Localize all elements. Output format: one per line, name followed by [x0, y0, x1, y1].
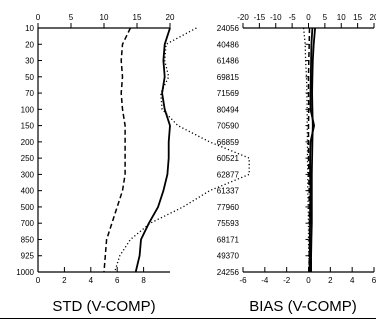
std-category-label: 30 [25, 57, 34, 66]
std-category-label: 20 [25, 40, 34, 49]
bias-bottom-tick-label: 2 [328, 276, 333, 285]
bias-top-tick-label: -15 [254, 13, 266, 22]
std-category-label: 1000 [16, 268, 34, 277]
bias-bottom-tick-label: -4 [261, 276, 269, 285]
bias-category-label: 24256 [217, 268, 240, 277]
bias-series-group [302, 27, 316, 273]
std-category-label: 50 [25, 73, 34, 82]
std-category-label: 150 [21, 122, 35, 131]
bias-category-label: 69815 [217, 73, 240, 82]
std-bottom-tick-label: 8 [141, 276, 146, 285]
std-category-label: 100 [21, 105, 35, 114]
std-top-ticks: 0 5 10 15 20 [36, 13, 175, 28]
bias-bottom-tick-label: 0 [306, 276, 311, 285]
bias-category-label: 77960 [217, 203, 240, 212]
bias-series-solid-0 [310, 27, 316, 272]
bottom-rule [0, 318, 376, 319]
bias-top-tick-label: 10 [337, 13, 346, 22]
bias-axis-title: BIAS (V-COMP) [249, 298, 357, 315]
std-category-label: 850 [21, 235, 35, 244]
bias-top-tick-label: -10 [270, 13, 282, 22]
bias-bottom-tick-label: 4 [350, 276, 355, 285]
std-category-label: 925 [21, 252, 35, 261]
bias-top-ticks: -20 -15 -10 -5 0 5 10 15 20 [237, 13, 376, 28]
bias-category-label: 61337 [217, 187, 240, 196]
bias-series-dotted-3 [302, 27, 310, 273]
std-category-label: 400 [21, 187, 35, 196]
bias-top-tick-label: 0 [306, 13, 311, 22]
bias-top-tick-label: -5 [289, 13, 297, 22]
std-top-tick-label: 0 [36, 13, 41, 22]
bias-count-ticks: 24056 40486 61486 69815 71569 80494 70590 66859… [217, 24, 309, 277]
std-series-group [103, 27, 250, 273]
std-category-label: 10 [25, 24, 34, 33]
bias-bottom-ticks: -6 -4 -2 0 2 4 6 [239, 267, 376, 285]
bias-category-label: 24056 [217, 24, 240, 33]
std-category-label: 300 [21, 170, 35, 179]
std-level-ticks: 10 20 30 50 70 100 150 200 250 300 400 500 700 850 925… [16, 24, 42, 277]
bias-category-label: 70590 [217, 122, 240, 131]
bias-top-tick-label: 20 [370, 13, 376, 22]
bias-category-label: 40486 [217, 40, 240, 49]
bias-bottom-tick-label: 6 [372, 276, 376, 285]
std-series-dashed-1 [103, 27, 132, 273]
std-series-solid-0 [134, 27, 171, 273]
bias-category-label: 61486 [217, 57, 240, 66]
bias-series-dashed-2 [307, 27, 311, 272]
bias-category-label: 75593 [217, 219, 240, 228]
bias-bottom-tick-label: -6 [239, 276, 247, 285]
bias-bottom-tick-label: -2 [283, 276, 291, 285]
bias-category-label: 60521 [217, 154, 240, 163]
bias-top-tick-label: -20 [237, 13, 249, 22]
std-category-label: 70 [25, 89, 34, 98]
bias-category-label: 80494 [217, 105, 240, 114]
bias-top-tick-label: 15 [353, 13, 362, 22]
std-top-tick-label: 15 [133, 13, 142, 22]
bias-category-label: 49370 [217, 252, 240, 261]
std-bottom-tick-label: 0 [36, 276, 41, 285]
std-bottom-tick-label: 2 [62, 276, 67, 285]
std-top-tick-label: 20 [166, 13, 175, 22]
bias-category-label: 62877 [217, 170, 240, 179]
std-series-dotted-2 [113, 27, 250, 273]
std-category-label: 700 [21, 219, 35, 228]
std-top-tick-label: 10 [100, 13, 109, 22]
std-bottom-tick-label: 4 [89, 276, 94, 285]
std-axis-title: STD (V-COMP) [52, 298, 155, 315]
bias-category-label: 68171 [217, 235, 240, 244]
std-panel: 0 5 10 15 20 0 2 4 6 8 10 20 30 50 70 100 150 200 250 300… [16, 13, 250, 315]
bias-category-label: 71569 [217, 89, 240, 98]
std-category-label: 500 [21, 203, 35, 212]
std-bottom-tick-label: 6 [115, 276, 120, 285]
bias-category-label: 66859 [217, 138, 240, 147]
std-category-label: 250 [21, 154, 35, 163]
bias-top-tick-label: 5 [323, 13, 328, 22]
std-top-tick-label: 5 [69, 13, 74, 22]
std-bottom-ticks: 0 2 4 6 8 [36, 267, 146, 285]
std-category-label: 200 [21, 138, 35, 147]
